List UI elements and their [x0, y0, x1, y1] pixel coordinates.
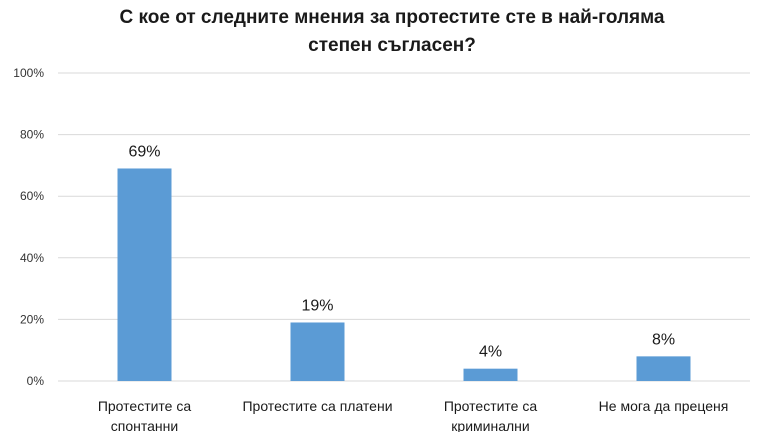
y-axis-tick-labels: 0% 20% 40% 60% 80% 100% — [13, 66, 44, 388]
category-label: Протестите са криминални — [444, 398, 538, 432]
bar — [463, 368, 518, 381]
bar — [117, 168, 172, 381]
data-label: 4% — [479, 344, 502, 361]
data-labels: 69% 19% 4% 8% — [128, 143, 675, 360]
chart-title: С кое от следните мнения за протестите с… — [120, 7, 665, 56]
y-tick-label: 0% — [27, 374, 45, 388]
bar — [290, 322, 345, 381]
bar — [636, 356, 691, 381]
data-label: 8% — [652, 331, 675, 348]
y-tick-label: 100% — [13, 66, 44, 80]
chart-title-line: степен съгласен? — [308, 35, 476, 56]
chart-title-line: С кое от следните мнения за протестите с… — [120, 7, 665, 28]
category-label: Протестите са платени — [242, 398, 392, 414]
category-label: Протестите са спонтанни — [98, 398, 192, 432]
y-tick-label: 80% — [20, 128, 44, 142]
data-label: 19% — [301, 297, 333, 314]
category-label: Не мога да преценя — [599, 398, 729, 414]
category-labels: Протестите са спонтанни Протестите са плат… — [98, 398, 728, 432]
y-tick-label: 20% — [20, 312, 44, 326]
y-tick-label: 40% — [20, 251, 44, 265]
y-tick-label: 60% — [20, 189, 44, 203]
bars — [117, 168, 691, 381]
data-label: 69% — [128, 143, 160, 160]
gridlines — [58, 72, 750, 382]
